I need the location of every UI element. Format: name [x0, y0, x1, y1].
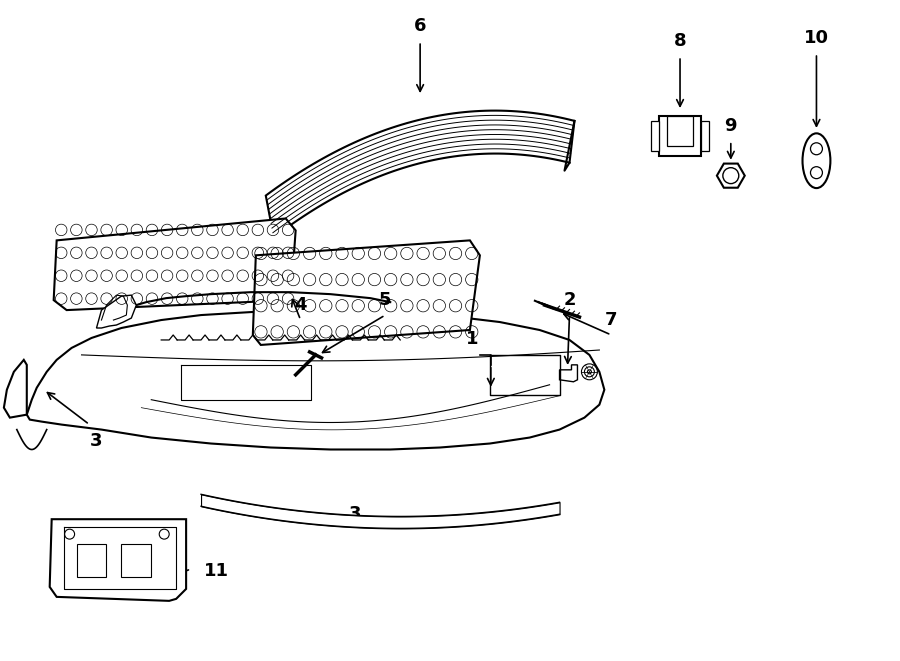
Text: 3: 3: [349, 505, 362, 524]
Text: 10: 10: [804, 29, 829, 47]
Text: 9: 9: [724, 117, 737, 135]
Polygon shape: [266, 110, 574, 237]
Polygon shape: [96, 295, 136, 328]
Text: 7: 7: [605, 311, 617, 329]
Polygon shape: [659, 116, 701, 156]
Polygon shape: [54, 219, 296, 310]
Text: 8: 8: [674, 32, 687, 50]
Polygon shape: [122, 544, 151, 577]
Text: 2: 2: [563, 291, 576, 309]
Polygon shape: [253, 241, 480, 345]
Text: 4: 4: [294, 296, 307, 314]
Polygon shape: [652, 121, 659, 151]
Polygon shape: [50, 519, 186, 601]
Polygon shape: [4, 360, 27, 418]
Polygon shape: [701, 121, 709, 151]
Text: 6: 6: [414, 17, 427, 35]
Text: 5: 5: [379, 291, 392, 309]
Polygon shape: [667, 116, 693, 146]
Polygon shape: [27, 310, 604, 449]
Text: 3: 3: [90, 432, 103, 449]
Polygon shape: [560, 365, 578, 382]
Text: 11: 11: [204, 562, 229, 580]
Text: 1: 1: [466, 330, 479, 348]
Polygon shape: [76, 544, 106, 577]
